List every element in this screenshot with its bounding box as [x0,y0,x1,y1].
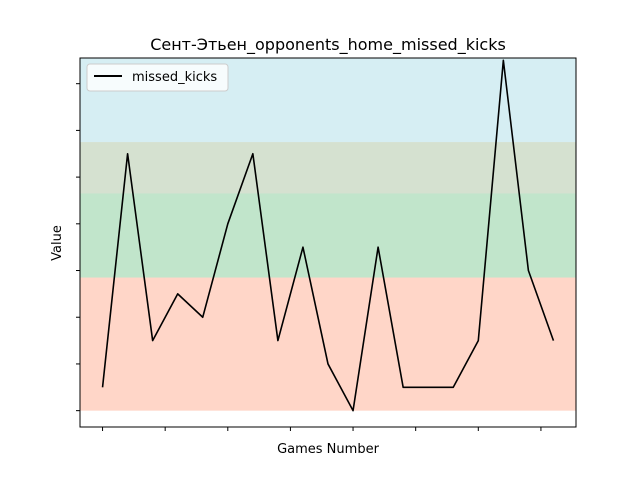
x-axis-ticks [102,427,542,431]
series-line-missed_kicks [101,59,555,412]
y-axis-ticks [76,83,80,412]
plot-area-frame [79,57,577,428]
band-1 [80,193,576,278]
y-axis-label: Value [50,225,65,261]
series-lines [101,59,555,412]
legend-label: missed_kicks [132,70,217,85]
band-0 [80,277,576,411]
legend-box [86,63,229,92]
legend: missed_kicks [86,63,229,92]
x-axis-label: Games Number [277,442,379,457]
band-2 [80,142,576,194]
background-bands [80,58,576,411]
chart-title: Сент-Этьен_opponents_home_missed_kicks [150,35,506,55]
